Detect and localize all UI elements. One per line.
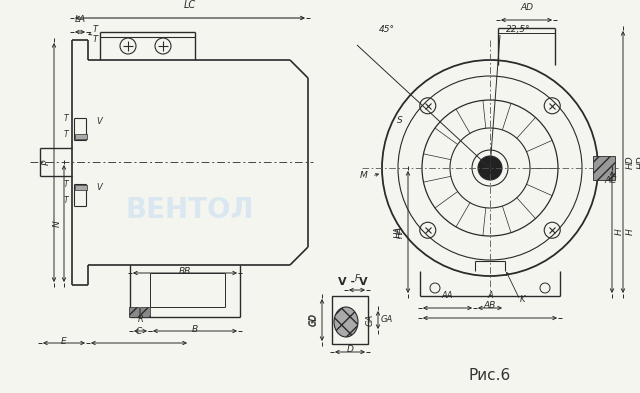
Text: LA: LA — [74, 15, 86, 24]
Bar — [593, 156, 615, 180]
Text: A: A — [487, 291, 493, 300]
Text: GA: GA — [381, 316, 393, 325]
Text: N: N — [53, 220, 62, 227]
Text: M: M — [360, 171, 368, 180]
Bar — [75, 185, 87, 190]
Text: BB: BB — [179, 267, 191, 276]
Text: T: T — [63, 196, 68, 205]
Text: HD: HD — [626, 155, 635, 169]
Bar — [129, 307, 139, 317]
Text: AB: AB — [484, 301, 496, 310]
Text: T: T — [93, 35, 98, 44]
Text: GD: GD — [310, 314, 319, 327]
Text: H: H — [615, 229, 624, 235]
Text: GA: GA — [366, 314, 375, 326]
Text: S: S — [397, 116, 403, 125]
Text: 45°: 45° — [379, 25, 395, 34]
Text: V - V: V - V — [338, 277, 368, 287]
Text: H: H — [626, 229, 635, 235]
Circle shape — [478, 156, 502, 180]
Text: P: P — [42, 160, 51, 165]
Bar — [332, 296, 368, 344]
Text: V: V — [96, 117, 102, 126]
Text: K: K — [520, 295, 525, 304]
Text: 22,5°: 22,5° — [506, 25, 531, 34]
Text: GD: GD — [309, 314, 318, 327]
Text: C: C — [136, 327, 142, 336]
Text: F: F — [355, 274, 360, 283]
Text: ВЕНТОЛ: ВЕНТОЛ — [125, 196, 254, 224]
Bar — [140, 307, 150, 317]
Text: HD: HD — [637, 155, 640, 169]
Text: T: T — [63, 114, 68, 123]
Text: T: T — [93, 26, 98, 35]
Text: R: R — [138, 315, 143, 324]
Text: AC: AC — [604, 176, 616, 185]
Text: Рис.6: Рис.6 — [469, 367, 511, 382]
Text: E: E — [61, 337, 67, 346]
Text: D: D — [347, 345, 353, 354]
Text: AA: AA — [442, 291, 453, 300]
Bar — [75, 134, 87, 139]
Text: HA: HA — [396, 226, 405, 238]
Text: T: T — [63, 130, 68, 139]
Text: B: B — [192, 325, 198, 334]
Text: T: T — [63, 180, 68, 189]
Text: HA: HA — [394, 226, 403, 238]
Text: AD: AD — [520, 3, 533, 12]
Text: V: V — [96, 183, 102, 192]
Text: LC: LC — [184, 0, 196, 10]
Ellipse shape — [334, 307, 358, 337]
